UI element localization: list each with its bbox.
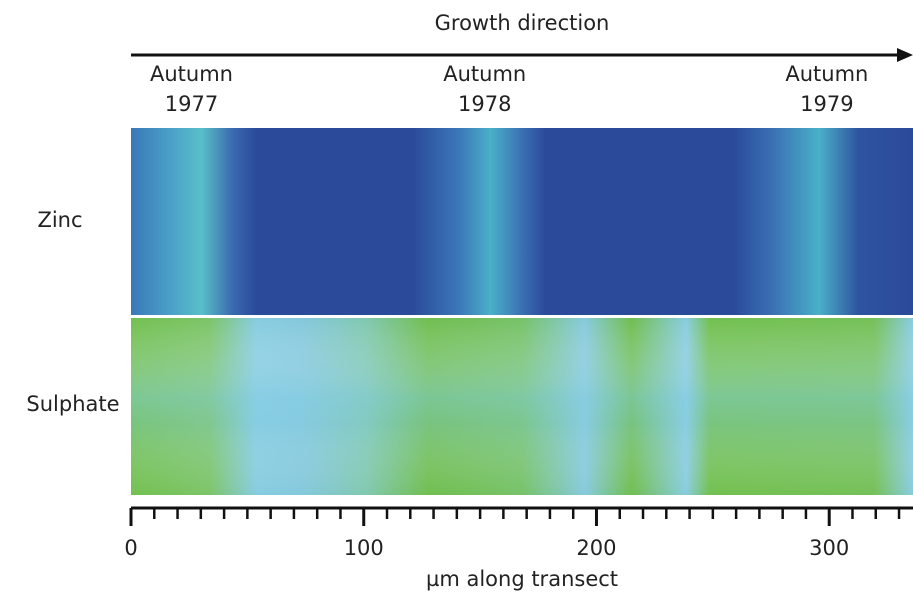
row-label: Sulphate xyxy=(26,392,119,416)
annotation: Autumn xyxy=(785,62,868,86)
annotation: 1977 xyxy=(165,92,218,116)
x-tick-label: 0 xyxy=(124,536,137,560)
x-tick-label: 100 xyxy=(344,536,384,560)
annotation: Autumn xyxy=(150,62,233,86)
annotation: 1978 xyxy=(458,92,511,116)
arrow-head xyxy=(897,48,913,62)
annotation: Autumn xyxy=(443,62,526,86)
x-tick-label: 200 xyxy=(576,536,616,560)
x-axis-label: µm along transect xyxy=(426,567,618,591)
sulphate-map-shade xyxy=(131,318,913,495)
row-label: Zinc xyxy=(37,208,82,232)
annotation: 1979 xyxy=(800,92,853,116)
x-tick-label: 300 xyxy=(809,536,849,560)
zinc-map xyxy=(131,128,913,315)
title: Growth direction xyxy=(435,11,610,35)
